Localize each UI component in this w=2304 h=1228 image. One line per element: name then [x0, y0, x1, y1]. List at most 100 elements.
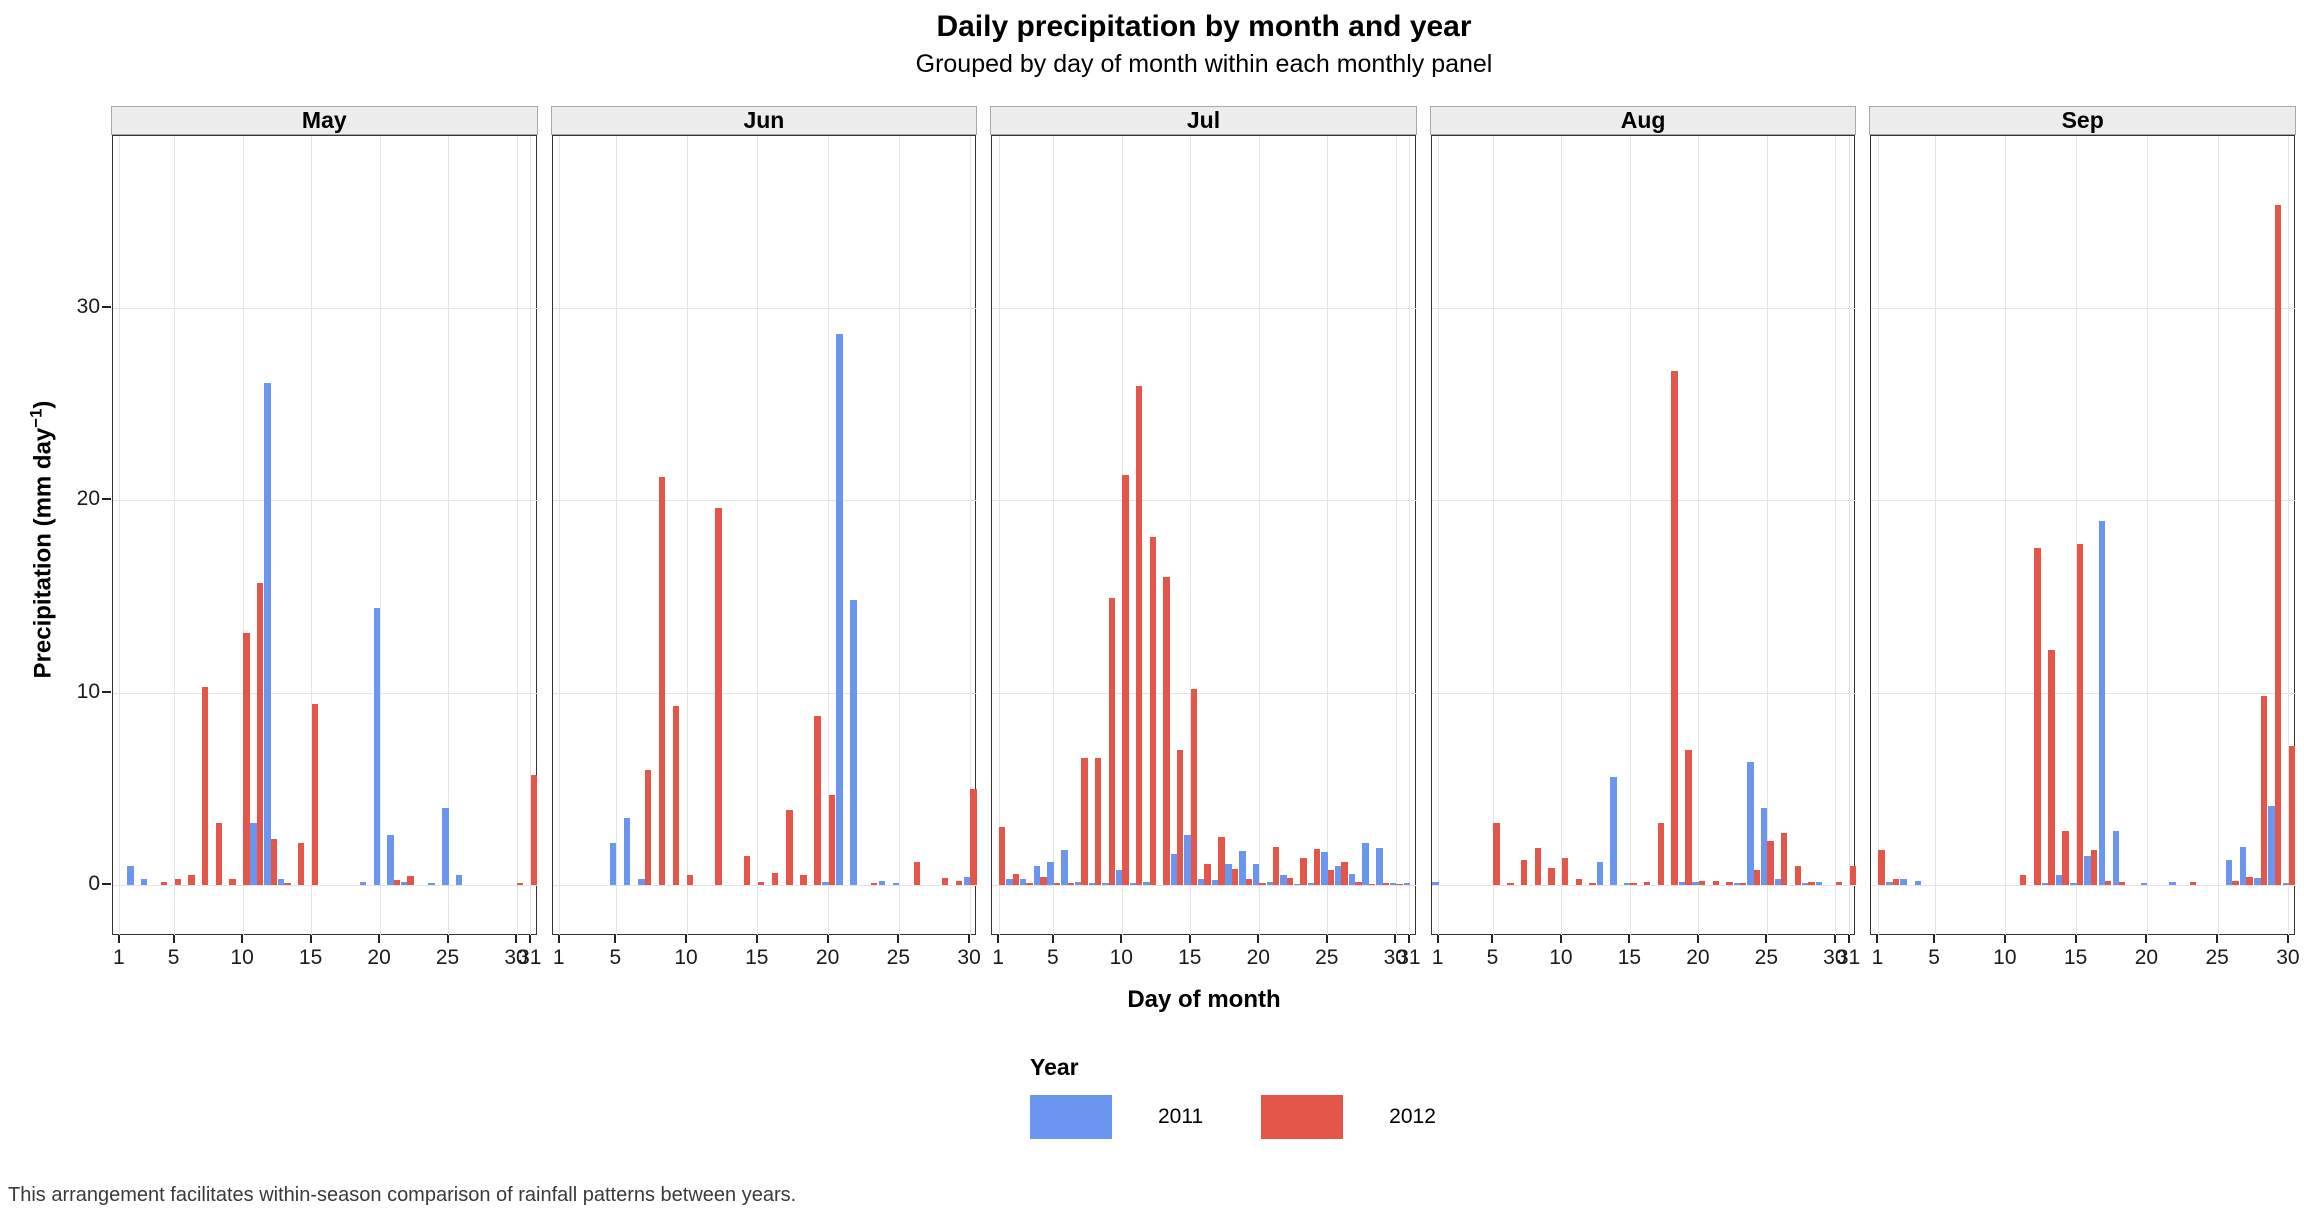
- bar-2012-may-4: [160, 882, 168, 885]
- x-tick-mark: [897, 935, 900, 943]
- bar-2012-jun-23: [871, 883, 878, 885]
- bar-2011-may-20: [373, 607, 381, 885]
- legend-label-2012: 2012: [1389, 1105, 1436, 1128]
- bar-2012-jun-29: [955, 881, 963, 885]
- v-gridline: [379, 136, 381, 936]
- h-gridline: [1431, 692, 1857, 694]
- v-gridline: [2005, 136, 2007, 936]
- y-tick-label: 20: [76, 487, 100, 510]
- bar-2012-sep-2: [1892, 879, 1899, 885]
- bar-2011-jun-30: [963, 877, 971, 885]
- bar-2011-jun-7: [638, 879, 645, 885]
- bar-2011-sep-26: [2225, 859, 2233, 885]
- panel-sep: [1870, 135, 2296, 936]
- bar-2012-jul-14: [1177, 750, 1184, 885]
- bar-2011-jul-17: [1211, 880, 1219, 885]
- x-tick-label: 5: [1046, 946, 1059, 969]
- h-gridline: [552, 500, 978, 501]
- bar-2011-jul-9: [1102, 883, 1109, 885]
- x-tick-mark: [378, 935, 381, 943]
- bar-2012-jun-7: [644, 769, 651, 885]
- y-tick-mark: [102, 690, 111, 693]
- bar-2012-jul-16: [1204, 863, 1211, 885]
- strip-jul: Jul: [990, 106, 1417, 135]
- legend-title: Year: [1030, 1054, 1079, 1080]
- x-tick-mark: [1876, 935, 1879, 943]
- bar-2012-jun-9: [672, 705, 680, 885]
- x-tick-mark: [1491, 935, 1494, 943]
- x-tick-mark: [997, 935, 1000, 943]
- bar-2012-jul-7: [1081, 757, 1088, 885]
- bar-2012-jun-30: [970, 788, 977, 885]
- bar-2011-jul-6: [1061, 850, 1068, 885]
- x-tick-label: 25: [1315, 946, 1339, 969]
- bar-2011-jul-10: [1115, 869, 1123, 885]
- x-tick-label: 20: [367, 946, 391, 969]
- x-tick-mark: [1847, 935, 1850, 943]
- x-tick-label: 20: [2134, 946, 2159, 969]
- y-axis-title-text: Precipitation (mm day: [29, 427, 57, 679]
- bar-2012-jul-9: [1108, 598, 1115, 885]
- bar-2011-jul-14: [1170, 854, 1178, 885]
- legend-swatch-2012: [1261, 1095, 1344, 1139]
- bar-2011-jul-15: [1184, 834, 1191, 885]
- x-tick-mark: [528, 935, 531, 943]
- bar-2012-jul-13: [1163, 577, 1170, 885]
- panel-jul: [991, 135, 1417, 936]
- x-tick-mark: [1257, 935, 1260, 943]
- bar-2011-aug-23: [1733, 883, 1740, 885]
- bar-2011-sep-2: [1886, 882, 1893, 885]
- x-tick-mark: [117, 935, 120, 943]
- x-tick-label: 30: [2276, 946, 2300, 969]
- bar-2012-sep-29: [2274, 205, 2282, 885]
- v-gridline: [1327, 136, 1329, 936]
- bar-2012-aug-25: [1767, 840, 1774, 885]
- x-tick-label: 31: [518, 946, 542, 969]
- strip-label: Aug: [1620, 107, 1666, 133]
- x-tick-mark: [685, 935, 688, 943]
- bar-2012-jul-28: [1368, 883, 1376, 885]
- figure-caption: This arrangement facilitates within-seas…: [8, 1184, 797, 1206]
- bar-2012-jul-2: [1012, 874, 1020, 885]
- h-gridline: [113, 307, 538, 309]
- h-gridline: [992, 307, 1417, 309]
- bar-2012-jul-30: [1396, 883, 1403, 885]
- x-tick-label: 25: [435, 946, 460, 969]
- bar-2011-jul-5: [1047, 861, 1054, 885]
- bar-2011-jul-25: [1321, 852, 1328, 885]
- x-tick-label: 31: [1397, 946, 1421, 969]
- h-gridline: [552, 885, 978, 886]
- bar-2012-aug-27: [1794, 865, 1802, 885]
- bar-2012-may-14: [297, 842, 305, 885]
- bar-2012-sep-28: [2260, 696, 2267, 885]
- bar-2011-aug-19: [1678, 882, 1686, 885]
- bar-2012-may-9: [229, 879, 236, 885]
- bar-2011-jul-8: [1088, 883, 1095, 885]
- y-tick-mark: [102, 305, 111, 308]
- h-gridline: [992, 885, 1417, 886]
- bar-2012-jul-5: [1053, 883, 1061, 885]
- bar-2012-aug-16: [1644, 882, 1651, 885]
- bar-2011-jul-11: [1129, 883, 1136, 885]
- v-gridline: [516, 136, 518, 936]
- v-gridline: [998, 136, 1000, 936]
- v-gridline: [686, 136, 688, 936]
- h-gridline: [113, 885, 538, 886]
- bar-2012-jul-27: [1355, 882, 1362, 885]
- bar-2011-jun-22: [850, 600, 857, 885]
- v-gridline: [174, 136, 176, 936]
- y-tick-mark: [102, 883, 111, 885]
- h-gridline: [992, 692, 1417, 694]
- x-tick-mark: [1765, 935, 1768, 943]
- bar-2012-jul-20: [1259, 883, 1266, 885]
- h-gridline: [992, 500, 1417, 501]
- v-gridline: [1438, 136, 1440, 936]
- x-tick-label: 20: [1686, 946, 1710, 969]
- x-tick-label: 10: [1549, 946, 1573, 969]
- bar-2012-sep-13: [2048, 650, 2055, 885]
- bar-2011-aug-29: [1815, 882, 1823, 885]
- h-gridline: [113, 692, 538, 694]
- x-tick-mark: [446, 935, 449, 943]
- bar-2011-sep-18: [2112, 831, 2120, 885]
- bar-2012-sep-27: [2246, 877, 2253, 885]
